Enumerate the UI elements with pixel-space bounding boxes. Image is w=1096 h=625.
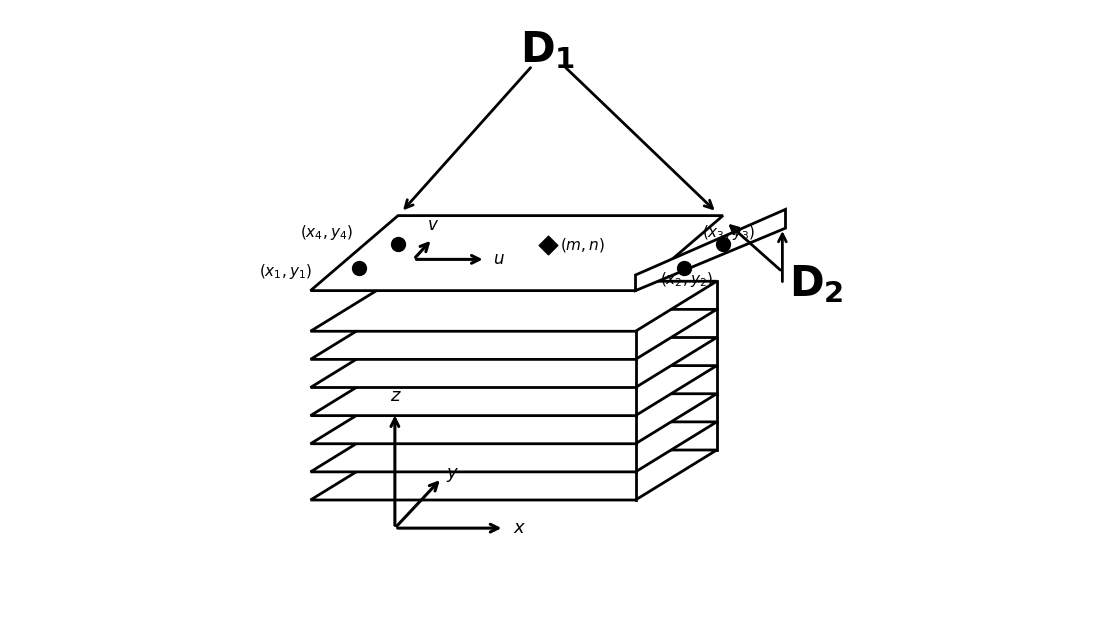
- Polygon shape: [310, 281, 717, 331]
- Point: [539, 240, 557, 250]
- Text: x: x: [514, 519, 524, 537]
- Text: $(x_1,y_1)$: $(x_1,y_1)$: [259, 262, 312, 281]
- Polygon shape: [310, 216, 723, 291]
- Polygon shape: [310, 366, 717, 416]
- Polygon shape: [310, 338, 717, 388]
- Point: [715, 239, 732, 249]
- Polygon shape: [310, 450, 717, 500]
- Text: $(x_4,y_4)$: $(x_4,y_4)$: [299, 223, 353, 242]
- Polygon shape: [310, 394, 717, 444]
- Text: $(x_2,y_2)$: $(x_2,y_2)$: [660, 270, 713, 289]
- Text: v: v: [427, 216, 437, 234]
- Polygon shape: [310, 309, 717, 359]
- Polygon shape: [636, 209, 786, 291]
- Text: $(x_3,y_3)$: $(x_3,y_3)$: [701, 223, 754, 242]
- Text: u: u: [493, 251, 503, 268]
- Point: [350, 262, 367, 272]
- Polygon shape: [310, 422, 717, 472]
- Text: y: y: [447, 464, 457, 482]
- Point: [675, 262, 693, 272]
- Text: $\mathbf{D_1}$: $\mathbf{D_1}$: [521, 29, 575, 71]
- Text: $(m,n)$: $(m,n)$: [560, 236, 605, 254]
- Text: z: z: [390, 387, 400, 405]
- Text: $\mathbf{D_2}$: $\mathbf{D_2}$: [789, 263, 843, 306]
- Point: [389, 239, 407, 249]
